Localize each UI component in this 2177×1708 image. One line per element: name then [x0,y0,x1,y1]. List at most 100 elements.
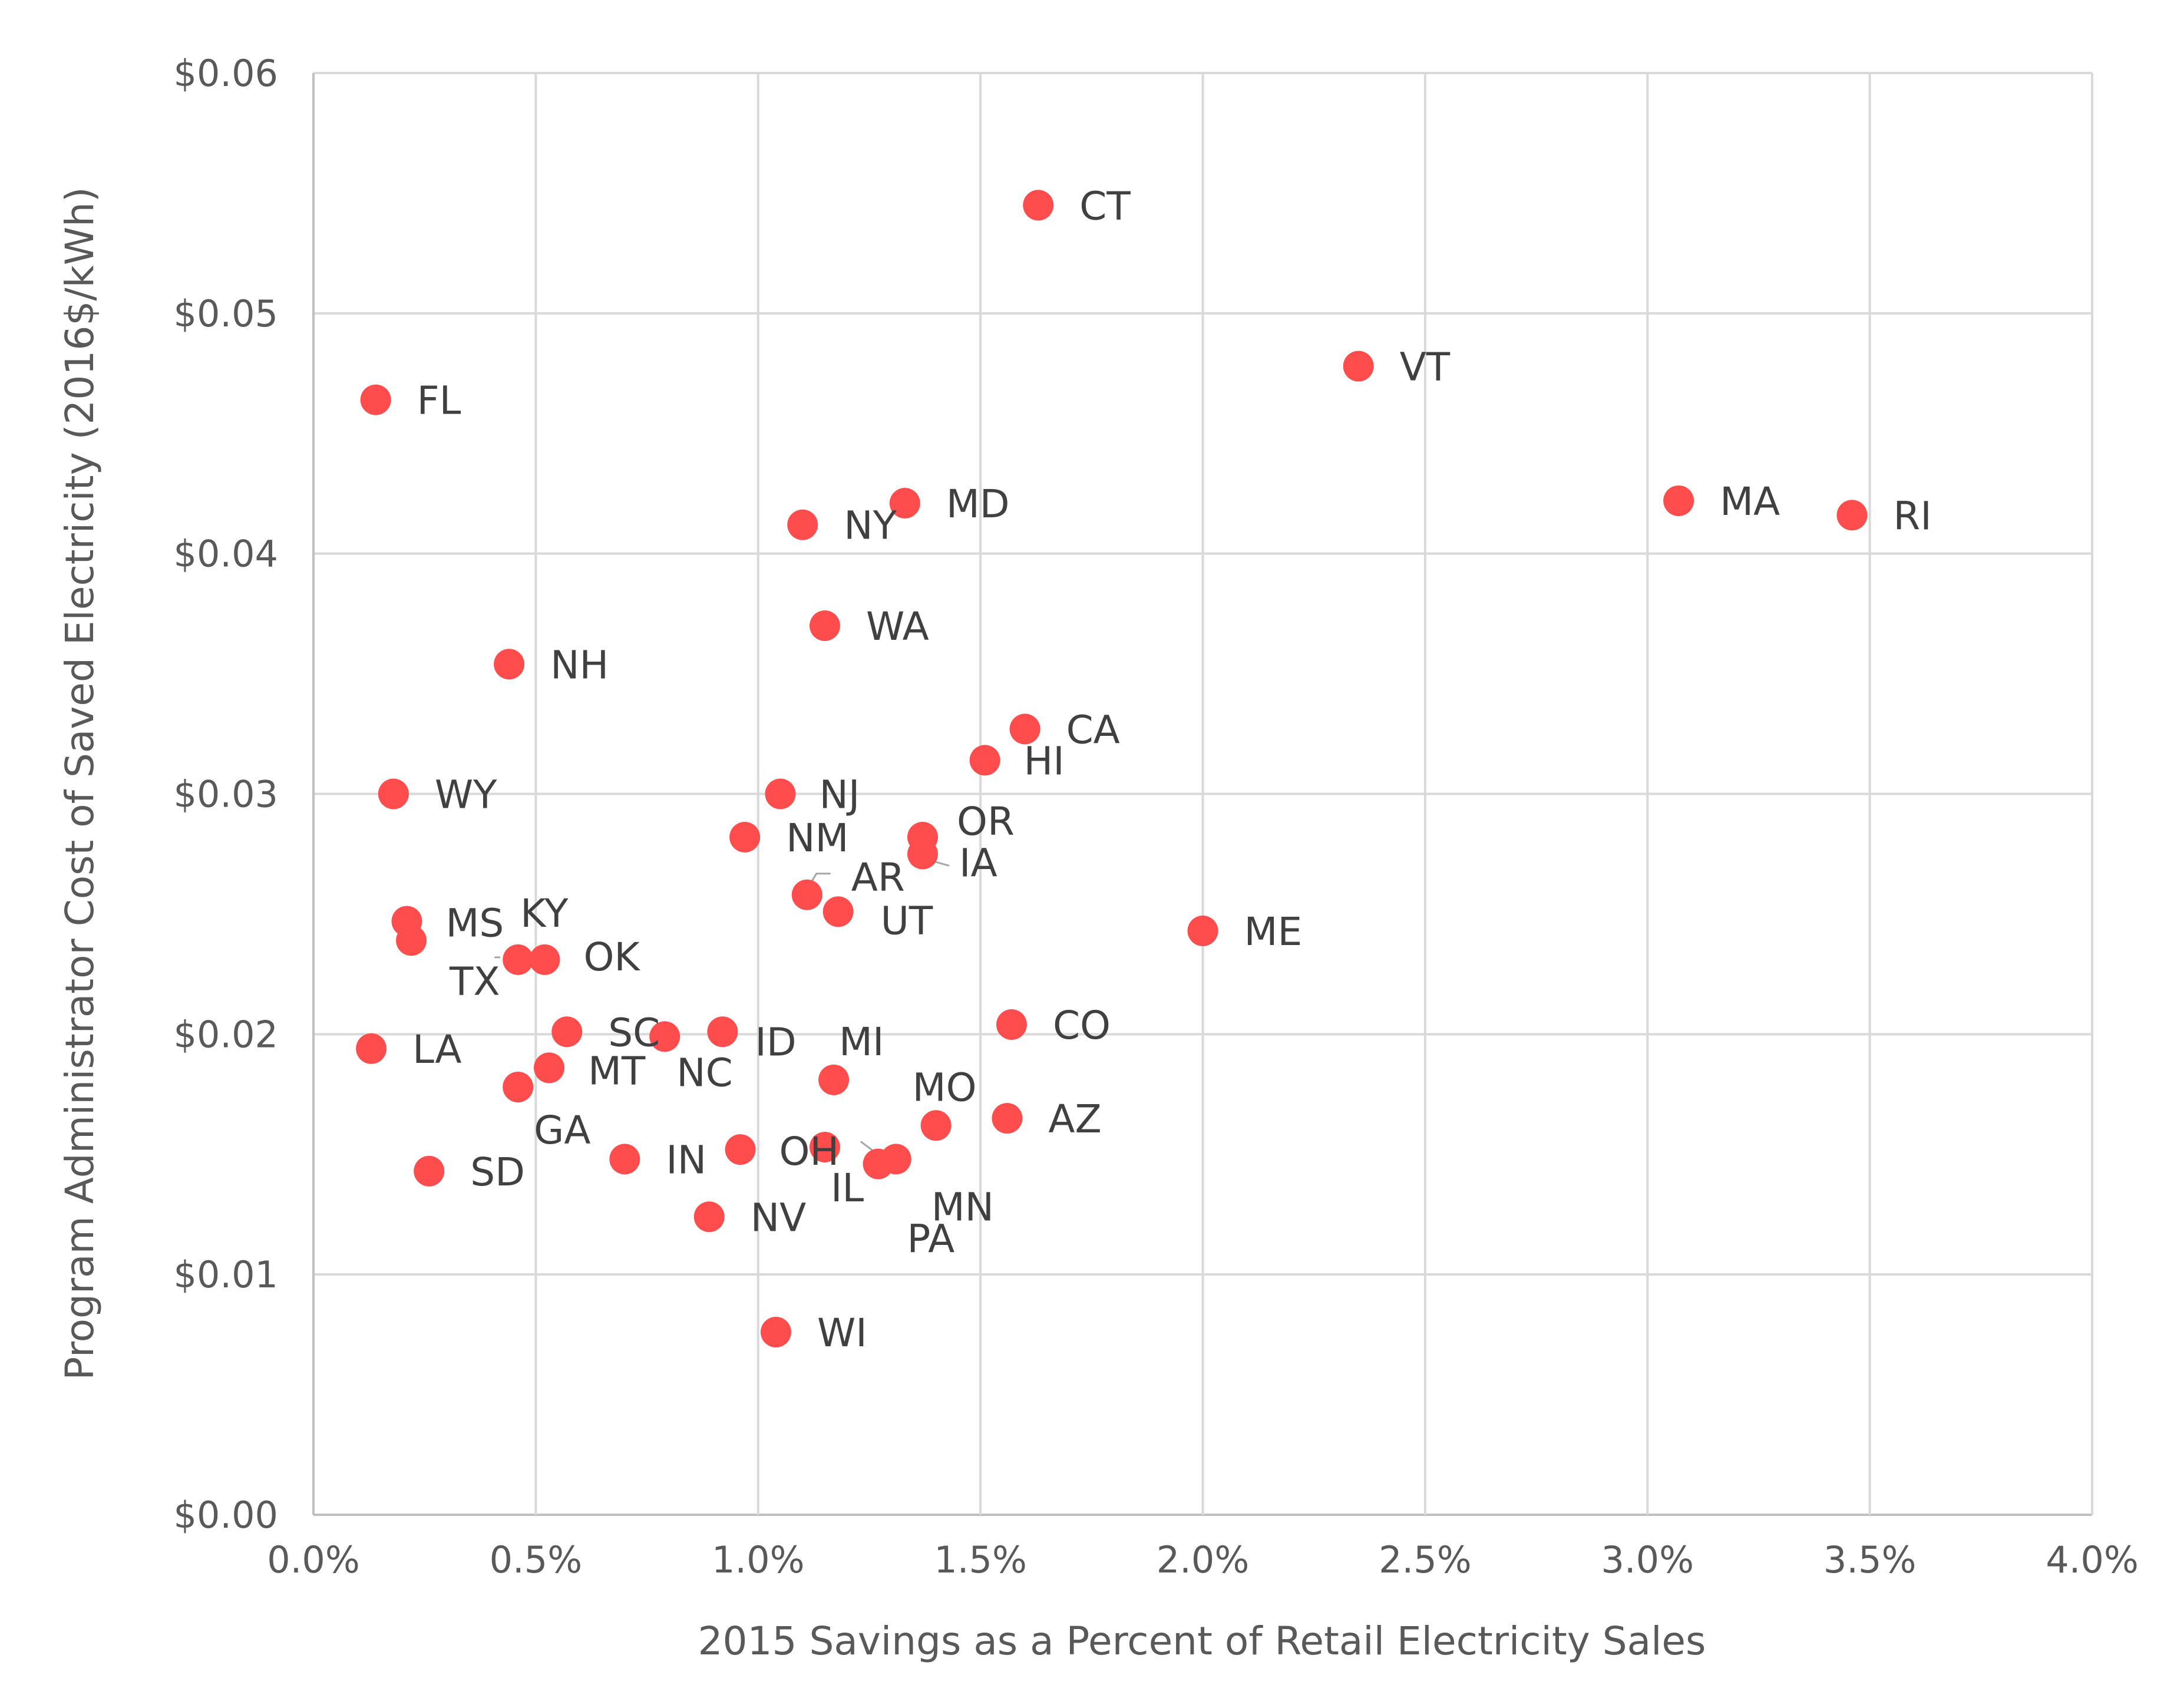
point-ga [503,1072,534,1103]
point-nv [693,1201,725,1233]
x-tick-label: 1.0% [712,1538,805,1581]
point-label-mi: MI [839,1019,884,1065]
y-tick-label: $0.01 [174,1253,279,1296]
point-ny [787,509,818,540]
point-label-id: ID [755,1019,796,1065]
point-label-in: IN [666,1137,706,1182]
point-ct [1023,190,1054,221]
point-mt [534,1052,565,1083]
point-label-ri: RI [1893,493,1931,539]
point-label-ca: CA [1066,707,1120,752]
x-tick-label: 1.5% [934,1538,1027,1581]
point-me [1187,915,1218,946]
gridlines [312,72,2093,1516]
point-az [992,1103,1023,1134]
point-label-tx: TX [449,959,500,1004]
point-ia [907,838,939,870]
y-tick-label: $0.06 [174,52,279,95]
point-label-mn: MN [931,1184,994,1230]
y-axis-title: Program Administrator Cost of Saved Elec… [57,187,103,1380]
point-label-ut: UT [881,898,933,943]
y-tick-label: $0.03 [174,773,279,816]
point-sd [414,1155,445,1187]
point-hi [969,745,1000,776]
point-label-az: AZ [1048,1096,1101,1142]
point-label-ky: KY [520,891,569,936]
y-tick-label: $0.00 [174,1494,279,1537]
y-tick-label: $0.02 [174,1013,279,1056]
x-tick-label: 0.5% [490,1538,583,1581]
point-ok [529,944,560,975]
point-la [356,1033,387,1064]
point-nh [494,649,525,680]
point-label-mt: MT [588,1048,646,1093]
point-label-ok: OK [583,934,640,980]
point-mo [920,1110,952,1141]
point-label-mo: MO [913,1065,977,1110]
point-ma [1663,485,1694,516]
point-label-nh: NH [550,642,609,688]
point-il [809,1132,840,1163]
point-wi [760,1317,791,1348]
point-label-ar: AR [851,855,905,900]
point-nc [649,1021,680,1052]
axes: $0.00 $0.01 $0.02 $0.03 $0.04 $0.05 $0.06 0.0% 0… [174,52,2139,1581]
point-sc [551,1016,583,1048]
point-label-me: ME [1244,909,1303,954]
data-points [356,190,1868,1348]
point-ky [503,944,534,975]
point-wy [378,778,409,810]
point-label-nc: NC [676,1050,732,1095]
point-label-fl: FL [417,378,461,424]
x-tick-label: 0.0% [267,1538,360,1581]
point-label-ms: MS [445,901,504,946]
point-vt [1343,351,1374,382]
point-mi [818,1064,850,1095]
point-label-md: MD [946,481,1010,527]
point-md [889,488,920,519]
point-ar [791,879,822,910]
point-label-pa: PA [907,1217,955,1262]
point-co [996,1009,1027,1040]
x-tick-label: 3.0% [1601,1538,1694,1581]
point-wa [809,610,840,642]
point-ri [1836,500,1868,531]
point-label-nv: NV [751,1195,807,1240]
point-ca [1009,713,1040,745]
point-label-ny: NY [844,503,897,549]
x-tick-label: 4.0% [2046,1538,2139,1581]
point-label-wa: WA [866,604,929,649]
point-label-nj: NJ [819,772,860,818]
point-in [609,1144,640,1175]
point-label-sd: SD [470,1149,525,1195]
point-label-co: CO [1053,1003,1111,1048]
point-pa [863,1148,894,1180]
point-label-nm: NM [786,815,848,861]
point-label-ia: IA [959,840,997,886]
point-nj [765,778,796,810]
y-tick-label: $0.04 [174,533,279,576]
point-oh [725,1134,756,1165]
point-label-ct: CT [1079,183,1131,229]
x-axis-title: 2015 Savings as a Percent of Retail Elec… [698,1618,1706,1664]
point-label-sc: SC [608,1010,660,1055]
point-tx [396,925,427,956]
x-tick-label: 3.5% [1823,1538,1917,1581]
point-fl [360,384,391,415]
y-tick-label: $0.05 [174,292,279,335]
point-label-ga: GA [534,1108,590,1153]
point-ut [822,896,854,927]
x-tick-label: 2.0% [1157,1538,1250,1581]
point-label-hi: HI [1024,738,1065,784]
point-label-oh: OH [779,1129,840,1174]
point-label-il: IL [831,1165,864,1211]
x-tick-label: 2.5% [1379,1538,1472,1581]
point-label-wi: WI [817,1310,867,1356]
point-label-or: OR [957,799,1015,844]
point-label-la: LA [412,1027,461,1072]
point-id [707,1016,738,1048]
point-nm [729,821,761,853]
point-label-ma: MA [1720,479,1780,524]
